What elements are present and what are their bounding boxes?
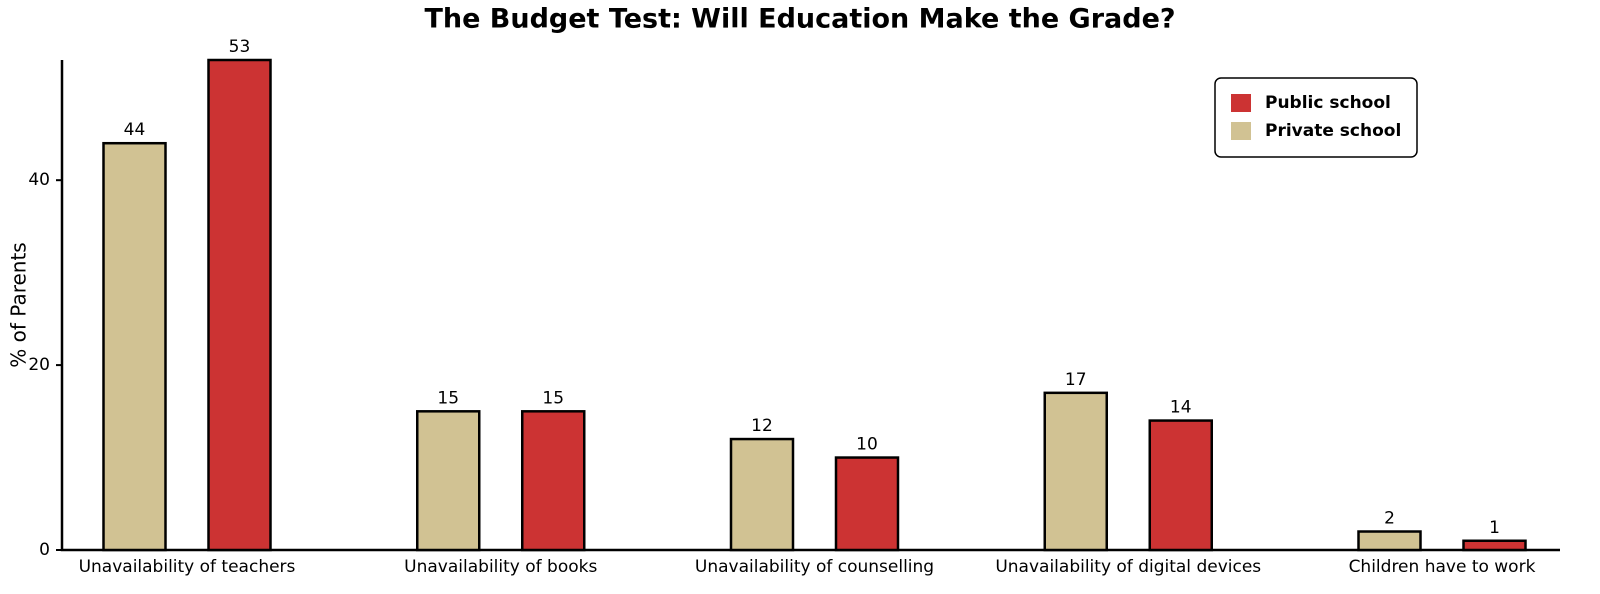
value-label: 12 <box>751 416 773 436</box>
value-label: 1 <box>1489 518 1500 538</box>
value-label: 53 <box>229 37 251 57</box>
bar <box>1148 419 1213 552</box>
value-label: 15 <box>437 388 459 408</box>
legend-box <box>1214 77 1418 158</box>
y-axis-label: % of Parents <box>7 242 31 367</box>
bar <box>1462 539 1527 552</box>
value-label: 10 <box>856 435 878 455</box>
bar <box>1043 391 1108 552</box>
legend-swatch <box>1231 94 1251 112</box>
bar <box>102 141 167 552</box>
value-label: 14 <box>1170 398 1192 418</box>
bar <box>521 410 586 552</box>
y-tick-label: 20 <box>28 355 50 375</box>
x-tick-label: Children have to work <box>1349 557 1536 577</box>
y-tick-label: 0 <box>39 540 50 560</box>
legend-label: Public school <box>1265 93 1391 113</box>
value-label: 44 <box>124 120 146 140</box>
x-tick-label: Unavailability of teachers <box>79 557 296 577</box>
value-label: 2 <box>1384 509 1395 529</box>
y-tick-label: 40 <box>28 170 50 190</box>
x-tick-label: Unavailability of digital devices <box>995 557 1261 577</box>
bar <box>416 410 481 552</box>
value-label: 15 <box>542 388 564 408</box>
bar <box>729 437 795 552</box>
bar <box>834 456 900 552</box>
chart-title: The Budget Test: Will Education Make the… <box>424 4 1175 35</box>
value-label: 17 <box>1065 370 1087 390</box>
x-tick-label: Unavailability of books <box>404 557 597 577</box>
legend-swatch <box>1231 122 1251 140</box>
bar <box>207 58 272 552</box>
bar <box>1357 530 1422 552</box>
x-tick-label: Unavailability of counselling <box>695 557 934 577</box>
legend-label: Private school <box>1265 121 1401 141</box>
